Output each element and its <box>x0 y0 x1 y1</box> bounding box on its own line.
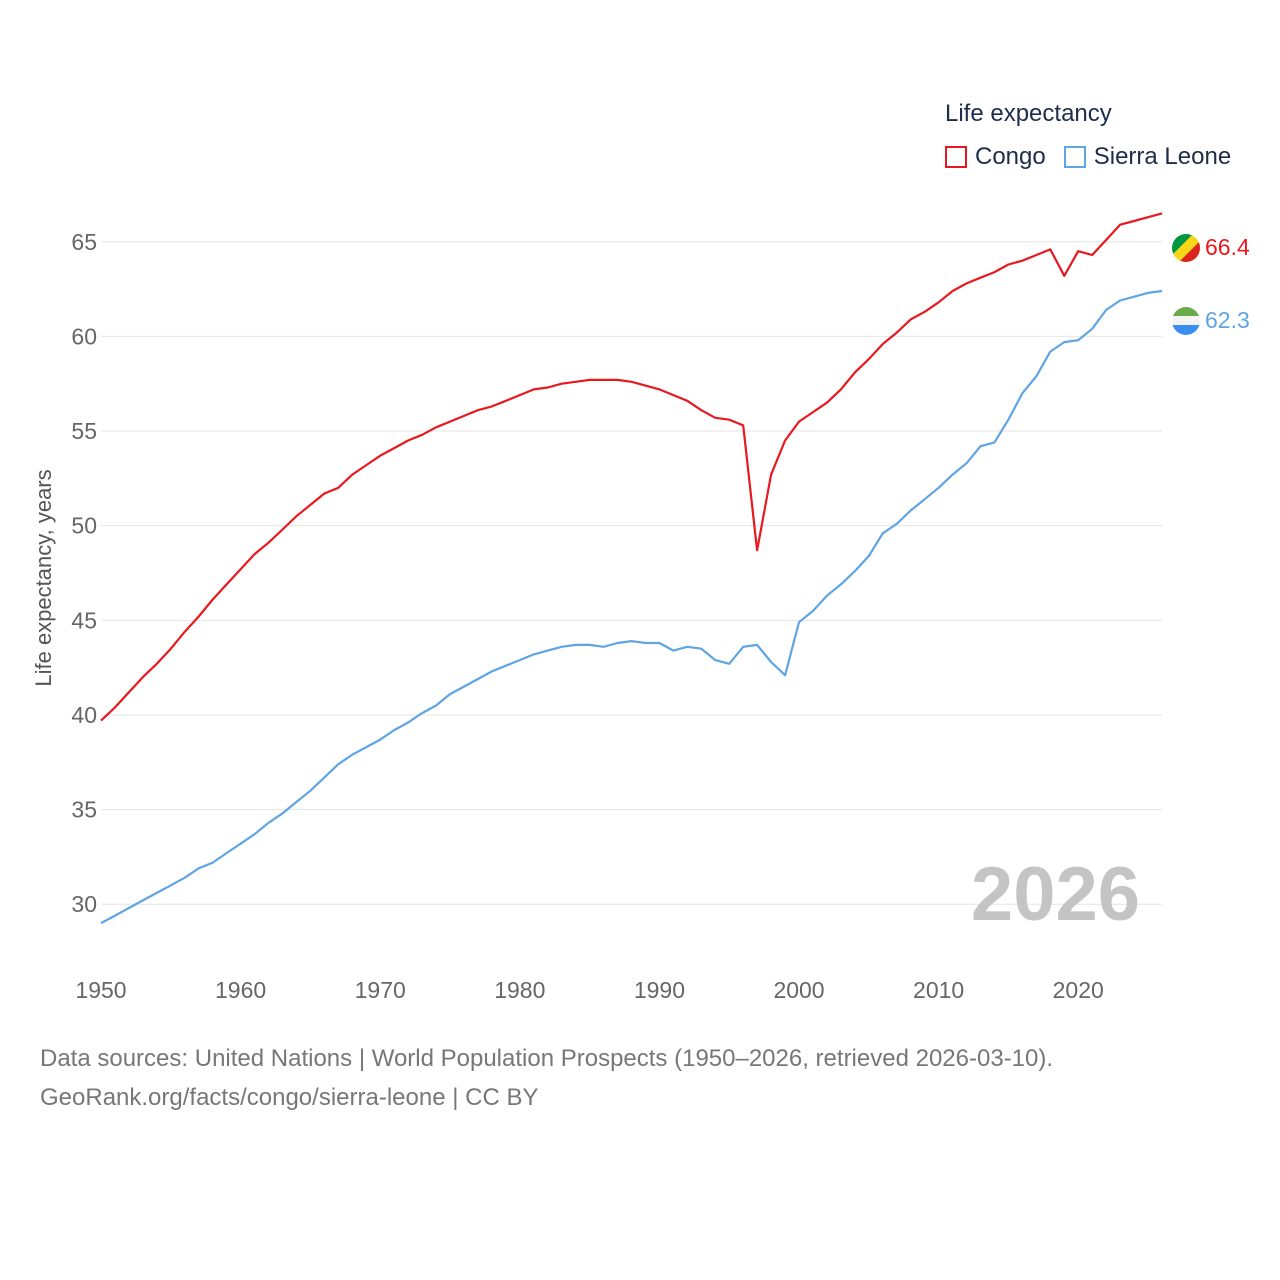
sierra-leone-end-value: 62.3 <box>1205 307 1250 333</box>
legend-item-sierra-leone[interactable]: Sierra Leone <box>1063 143 1232 171</box>
x-tick-label: 1980 <box>494 977 545 1003</box>
y-tick-label: 30 <box>71 891 97 917</box>
sierra-leone-flag-icon <box>1172 307 1200 335</box>
legend-swatch-congo <box>945 146 967 168</box>
x-tick-label: 2000 <box>773 977 824 1003</box>
y-tick-label: 45 <box>71 607 97 633</box>
y-axis-label: Life expectancy, years <box>31 469 56 686</box>
x-tick-label: 1970 <box>355 977 406 1003</box>
y-axis-ticks: 30 35 40 45 50 55 60 65 <box>71 229 97 917</box>
congo-flag-icon <box>1172 234 1200 262</box>
x-tick-label: 1960 <box>215 977 266 1003</box>
series-line-congo <box>100 212 1163 722</box>
legend-swatch-sierra-leone <box>1063 146 1086 168</box>
current-year-label: 2026 <box>971 852 1140 937</box>
legend: Congo Sierra Leone <box>945 143 1249 171</box>
legend-item-congo[interactable]: Congo <box>945 143 1046 171</box>
y-tick-label: 35 <box>71 797 97 823</box>
series-lines <box>100 212 1163 925</box>
x-axis-ticks: 1950 1960 1970 1980 1990 2000 2010 2020 <box>75 977 1103 1003</box>
series-line-sierra-leone <box>100 289 1163 925</box>
attribution-link[interactable]: GeoRank.org/facts/congo/sierra-leone | C… <box>40 1084 539 1111</box>
x-tick-label: 1990 <box>634 977 685 1003</box>
y-tick-label: 60 <box>71 323 97 349</box>
legend-title: Life expectancy <box>945 100 1112 127</box>
legend-label-congo: Congo <box>975 143 1046 170</box>
x-tick-label: 2010 <box>913 977 964 1003</box>
legend-label-sierra-leone: Sierra Leone <box>1093 143 1232 170</box>
gridlines <box>101 241 1162 905</box>
x-tick-label: 2020 <box>1053 977 1104 1003</box>
y-tick-label: 55 <box>71 418 97 444</box>
y-tick-label: 65 <box>71 229 97 255</box>
congo-end-value: 66.4 <box>1205 234 1250 260</box>
y-tick-label: 50 <box>71 513 97 539</box>
data-source-note: Data sources: United Nations | World Pop… <box>40 1045 1054 1072</box>
x-tick-label: 1950 <box>75 977 126 1003</box>
y-tick-label: 40 <box>71 702 97 728</box>
